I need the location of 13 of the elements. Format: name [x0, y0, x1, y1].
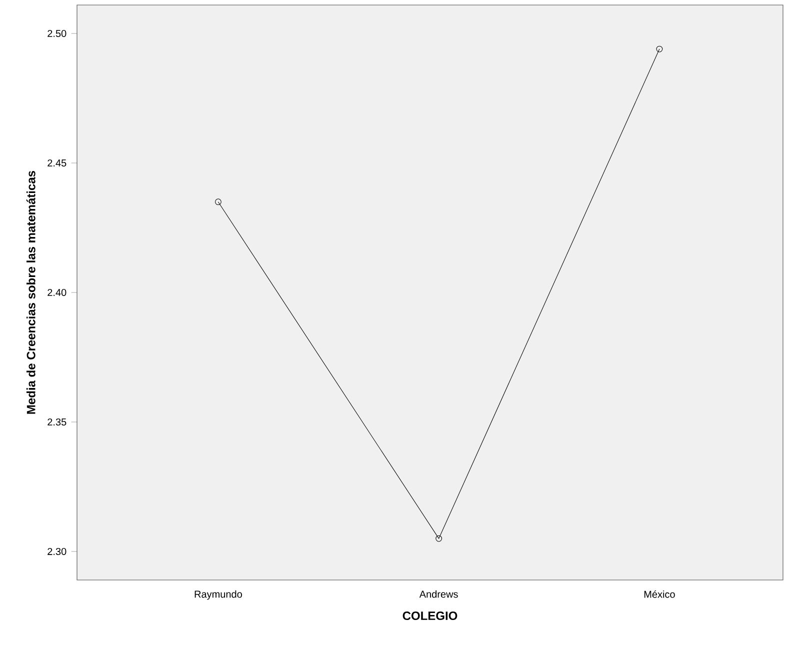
point [215, 198, 222, 206]
y-axis-title: Media de Creencias sobre las matemáticas [26, 170, 36, 414]
x-axis-title: COLEGIO [402, 612, 458, 620]
y-tick-label: 2.30 [48, 548, 66, 556]
y-tick-label: 2.50 [48, 30, 66, 38]
point [436, 535, 442, 542]
x-tick-label: Andrews [419, 590, 458, 598]
y-tick-label: 2.40 [48, 288, 66, 296]
y-tick-label: 2.35 [48, 418, 66, 426]
y-tick-label: 2.45 [48, 159, 66, 167]
x-tick-label: Raymundo [194, 590, 242, 600]
point [656, 46, 663, 52]
x-tick-label: México [644, 590, 675, 598]
